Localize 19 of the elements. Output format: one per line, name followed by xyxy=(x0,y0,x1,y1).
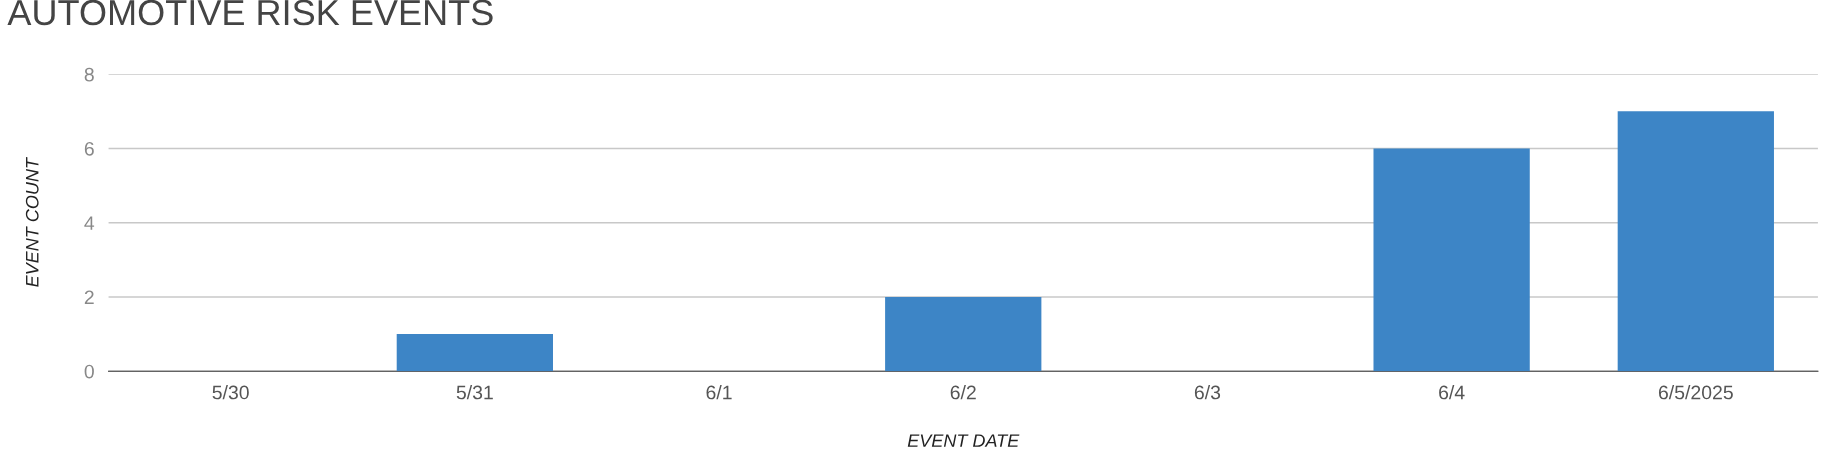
bar xyxy=(396,334,553,372)
x-tick-label: 6/2 xyxy=(950,385,976,400)
x-tick-label: 5/30 xyxy=(212,385,249,400)
y-tick-label: 6 xyxy=(84,141,94,156)
bar xyxy=(1617,111,1774,372)
y-tick-label: 2 xyxy=(84,290,94,305)
y-tick-label: 0 xyxy=(84,364,94,379)
y-tick-label: 8 xyxy=(84,67,94,82)
chart-title: AUTOMOTIVE RISK EVENTS xyxy=(7,0,493,26)
x-tick-label: 6/5/2025 xyxy=(1658,385,1733,400)
bar xyxy=(885,296,1042,372)
y-tick-label: 4 xyxy=(84,216,95,230)
x-tick-label: 6/4 xyxy=(1439,385,1465,400)
x-tick-label: 6/3 xyxy=(1194,385,1221,400)
bar xyxy=(1373,148,1530,372)
x-tick-label: 6/1 xyxy=(706,385,732,400)
x-axis-title: EVENT DATE xyxy=(907,434,1020,447)
y-axis-title: EVENT COUNT xyxy=(25,156,39,287)
x-tick-label: 5/31 xyxy=(456,385,493,400)
